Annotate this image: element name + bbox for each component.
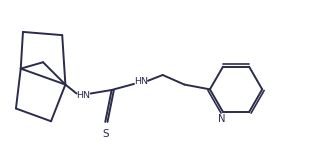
Text: S: S — [103, 129, 109, 139]
Text: N: N — [218, 114, 226, 124]
Text: HN: HN — [77, 91, 91, 100]
Text: HN: HN — [134, 77, 148, 86]
